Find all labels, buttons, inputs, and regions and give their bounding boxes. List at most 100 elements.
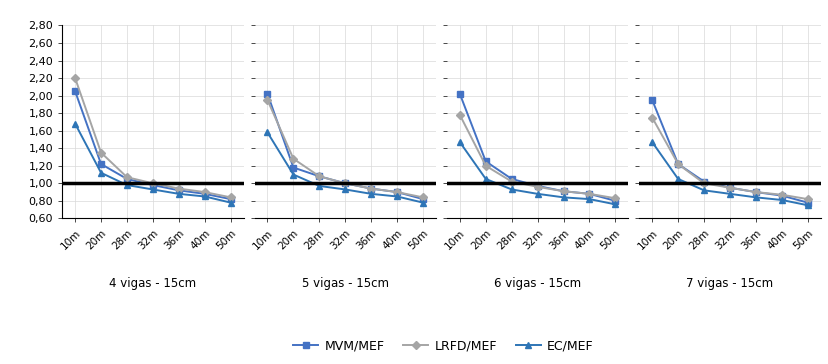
LRFD/MEF [174,186,184,191]
EC/MEF [288,173,298,177]
EC/MEF [96,171,106,175]
EC/MEF [366,192,376,196]
Legend: MVM/MEF, LRFD/MEF, EC/MEF: MVM/MEF, LRFD/MEF, EC/MEF [288,335,598,358]
Line: EC/MEF: EC/MEF [648,139,811,209]
EC/MEF [750,195,760,199]
Line: LRFD/MEF: LRFD/MEF [264,97,426,200]
MVM/MEF [750,190,760,194]
MVM/MEF [647,98,657,102]
MVM/MEF [532,184,542,188]
MVM/MEF [314,174,324,178]
Line: EC/MEF: EC/MEF [263,129,426,206]
LRFD/MEF [480,163,490,168]
Line: MVM/MEF: MVM/MEF [456,91,618,203]
EC/MEF [609,202,619,206]
MVM/MEF [225,197,235,201]
MVM/MEF [339,181,349,186]
EC/MEF [225,201,235,205]
LRFD/MEF [584,192,594,196]
EC/MEF [455,140,465,144]
Line: MVM/MEF: MVM/MEF [264,91,426,202]
MVM/MEF [698,179,708,184]
EC/MEF [672,177,682,181]
MVM/MEF [174,188,184,193]
LRFD/MEF [506,179,516,184]
MVM/MEF [506,177,516,181]
MVM/MEF [392,190,402,194]
MVM/MEF [802,201,811,205]
EC/MEF [698,188,708,193]
EC/MEF [558,195,568,199]
EC/MEF [147,187,157,191]
Line: LRFD/MEF: LRFD/MEF [648,115,810,202]
EC/MEF [392,194,402,199]
Line: EC/MEF: EC/MEF [71,120,233,206]
LRFD/MEF [532,185,542,189]
MVM/MEF [96,162,106,166]
LRFD/MEF [122,175,132,179]
EC/MEF [262,130,272,135]
MVM/MEF [558,189,568,193]
EC/MEF [339,187,349,191]
MVM/MEF [724,186,734,190]
Line: LRFD/MEF: LRFD/MEF [456,112,618,201]
EC/MEF [532,192,542,196]
EC/MEF [122,183,132,187]
LRFD/MEF [698,181,708,186]
MVM/MEF [480,159,490,163]
LRFD/MEF [288,157,298,161]
LRFD/MEF [750,190,760,194]
MVM/MEF [147,183,157,187]
LRFD/MEF [366,186,376,191]
LRFD/MEF [392,190,402,194]
Line: LRFD/MEF: LRFD/MEF [72,75,233,200]
MVM/MEF [366,186,376,191]
Text: 7 vigas - 15cm: 7 vigas - 15cm [686,277,773,290]
MVM/MEF [288,165,298,170]
EC/MEF [724,192,734,196]
MVM/MEF [776,193,786,198]
LRFD/MEF [339,181,349,186]
MVM/MEF [609,199,619,203]
LRFD/MEF [558,189,568,193]
EC/MEF [70,122,80,126]
LRFD/MEF [314,174,324,178]
EC/MEF [802,203,811,207]
LRFD/MEF [776,193,786,197]
Text: 6 vigas - 15cm: 6 vigas - 15cm [493,277,580,290]
EC/MEF [314,184,324,188]
LRFD/MEF [262,98,272,102]
LRFD/MEF [455,113,465,117]
MVM/MEF [262,92,272,96]
Text: 5 vigas - 15cm: 5 vigas - 15cm [301,277,388,290]
LRFD/MEF [417,195,427,199]
MVM/MEF [584,192,594,196]
Line: MVM/MEF: MVM/MEF [648,97,810,205]
EC/MEF [506,187,516,191]
LRFD/MEF [609,196,619,201]
Line: EC/MEF: EC/MEF [456,139,619,208]
LRFD/MEF [96,150,106,155]
LRFD/MEF [225,195,235,199]
MVM/MEF [122,177,132,181]
LRFD/MEF [147,181,157,186]
MVM/MEF [455,92,465,96]
EC/MEF [417,201,427,205]
LRFD/MEF [672,162,682,166]
MVM/MEF [672,162,682,166]
LRFD/MEF [200,190,209,194]
LRFD/MEF [802,197,811,201]
LRFD/MEF [70,76,80,80]
LRFD/MEF [724,186,734,190]
EC/MEF [584,197,594,201]
EC/MEF [200,194,209,199]
EC/MEF [174,192,184,196]
MVM/MEF [70,89,80,94]
Line: MVM/MEF: MVM/MEF [72,88,233,202]
EC/MEF [480,177,490,181]
EC/MEF [776,198,786,202]
MVM/MEF [200,192,209,196]
LRFD/MEF [647,115,657,120]
MVM/MEF [417,197,427,201]
EC/MEF [647,140,657,144]
